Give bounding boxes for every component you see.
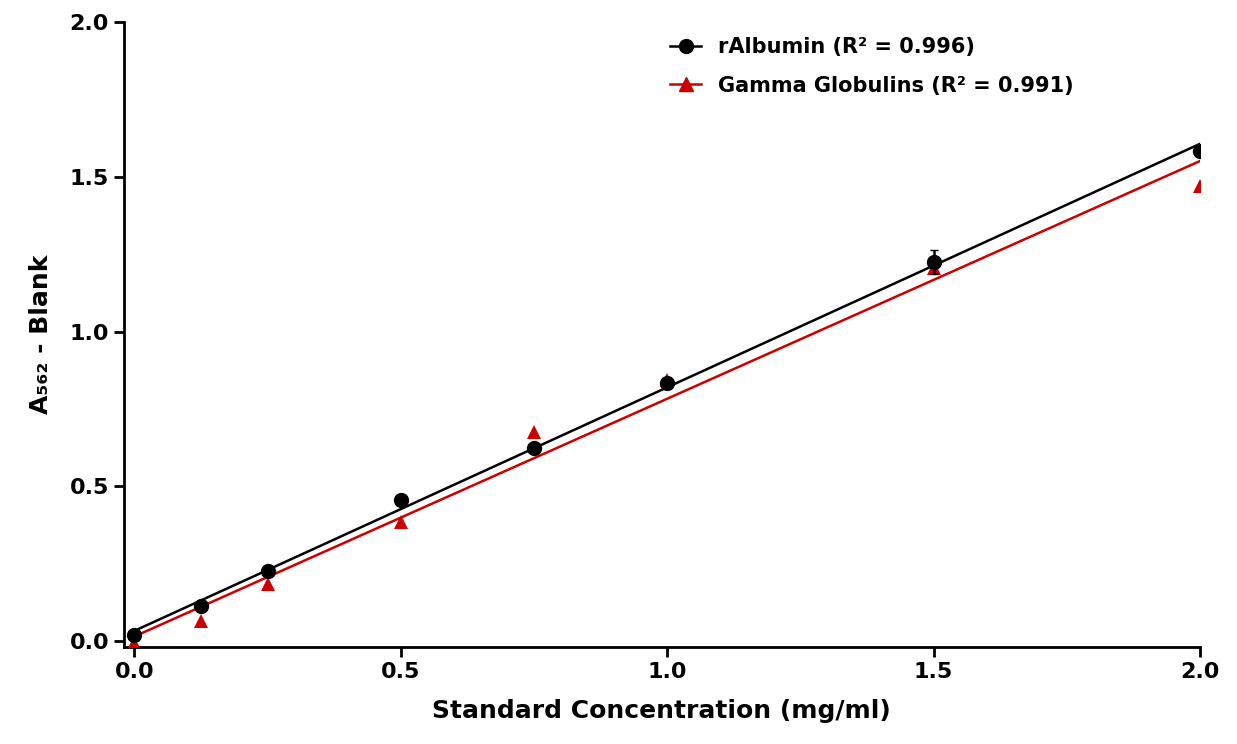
Y-axis label: A₅₆₂ - Blank: A₅₆₂ - Blank [28, 255, 53, 414]
X-axis label: Standard Concentration (mg/ml): Standard Concentration (mg/ml) [433, 699, 891, 722]
Legend: rAlbumin (R² = 0.996), Gamma Globulins (R² = 0.991): rAlbumin (R² = 0.996), Gamma Globulins (… [662, 28, 1082, 104]
